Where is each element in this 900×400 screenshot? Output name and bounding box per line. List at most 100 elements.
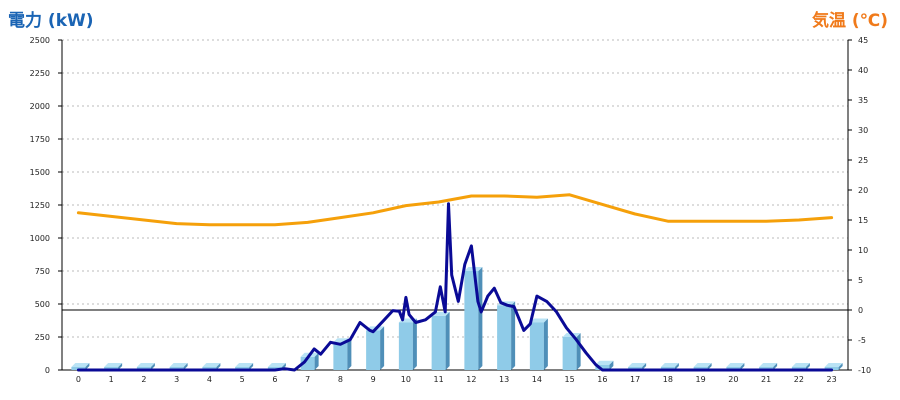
bar-top [267,363,286,367]
bar-top [759,363,778,367]
right-tick-label: 45 [858,36,868,45]
right-tick-label: 25 [858,156,868,165]
right-tick-label: 40 [858,66,868,75]
bar-side [380,326,385,370]
x-tick-label: 15 [565,375,575,384]
right-tick-label: -5 [858,336,866,345]
power-bar [529,318,548,370]
x-tick-label: 22 [794,375,804,384]
x-tick-label: 18 [663,375,673,384]
power-bar [333,338,352,370]
lines-layer [76,193,834,372]
left-tick-label: 250 [35,333,50,342]
bar-face [562,337,577,370]
right-tick-label: -10 [858,366,871,375]
left-tick-label: 1250 [30,201,50,210]
bar-side [85,363,90,370]
bar-top [529,318,548,323]
left-axis-title: 電力 (kW) [8,11,94,31]
bar-side [543,318,548,370]
right-tick-label: 30 [858,126,868,135]
bar-top [791,363,810,367]
bar-top [71,363,90,367]
power-bar [431,311,450,370]
bar-top [693,363,712,367]
bar-top [202,363,221,367]
bar-side [511,301,516,370]
power-bar [71,363,90,370]
left-tick-label: 1000 [30,234,50,243]
power-bar [366,326,385,370]
bar-side [707,363,712,370]
bar-side [314,352,319,370]
bar-side [118,363,123,370]
power-bar [595,360,614,370]
bar-face [464,271,479,370]
x-tick-label: 13 [499,375,509,384]
x-tick-label: 0 [76,375,81,384]
left-tick-label: 2250 [30,69,50,78]
bar-face [398,322,413,370]
x-tick-label: 14 [532,375,542,384]
power-bar [398,318,417,370]
x-tick-label: 10 [401,375,411,384]
right-tick-label: 5 [858,276,863,285]
x-tick-label: 7 [305,375,310,384]
x-tick-label: 9 [371,375,376,384]
power-bar [464,267,483,370]
bar-side [642,363,647,370]
x-tick-label: 8 [338,375,343,384]
x-tick-label: 1 [109,375,114,384]
bar-top [660,363,679,367]
bar-face [595,364,610,370]
bar-side [347,338,352,370]
bar-side [740,363,745,370]
right-tick-label: 35 [858,96,868,105]
x-tick-label: 16 [597,375,607,384]
x-tick-label: 17 [630,375,640,384]
bar-top [595,360,614,365]
bar-side [478,267,483,370]
temperature-line [76,193,834,227]
right-tick-label: 0 [858,306,863,315]
bar-top [104,363,123,367]
bar-side [805,363,810,370]
bar-top [726,363,745,367]
x-tick-label: 3 [174,375,179,384]
bar-side [445,311,450,370]
power-line [76,202,834,372]
left-tick-label: 750 [35,267,50,276]
right-tick-label: 20 [858,186,868,195]
right-axis-title: 気温 (℃) [811,11,888,31]
right-tick-label: 10 [858,246,868,255]
bar-face [366,330,381,370]
x-tick-label: 2 [141,375,146,384]
bars-layer [71,267,843,370]
bar-side [216,363,221,370]
bar-side [773,363,778,370]
left-tick-label: 1500 [30,168,50,177]
bar-side [609,360,614,370]
left-tick-label: 500 [35,300,50,309]
bar-top [824,363,843,367]
bar-top [235,363,254,367]
bar-face [529,322,544,370]
left-tick-label: 0 [45,366,50,375]
x-tick-label: 4 [207,375,212,384]
right-tick-label: 15 [858,216,868,225]
x-tick-label: 5 [240,375,245,384]
bar-side [183,363,188,370]
bar-side [412,318,417,370]
x-tick-label: 19 [696,375,706,384]
bar-top [169,363,188,367]
x-tick-label: 23 [827,375,837,384]
bar-top [136,363,155,367]
left-tick-label: 2000 [30,102,50,111]
bar-side [838,363,843,370]
x-tick-label: 12 [466,375,476,384]
power-bar [824,363,843,370]
bar-face [497,305,512,370]
bar-face [71,367,86,370]
tick-labels-layer: 02505007501000125015001750200022502500-1… [30,36,871,384]
